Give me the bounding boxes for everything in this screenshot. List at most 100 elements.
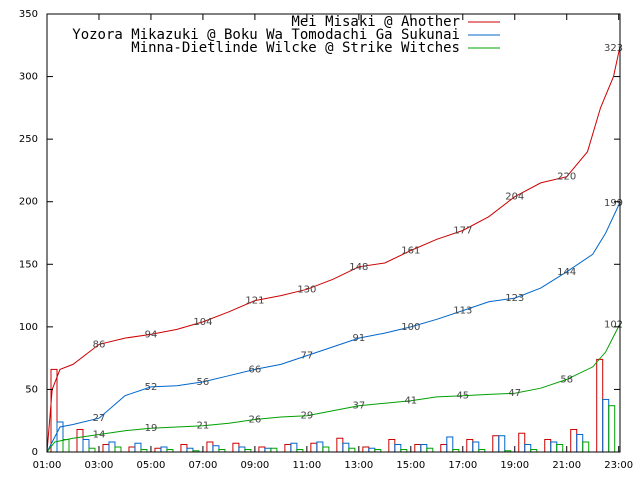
x-tick-label: 15:00	[396, 460, 425, 471]
bar	[420, 443, 428, 453]
bar	[76, 428, 84, 453]
point-label: 47	[508, 388, 521, 399]
series-line	[46, 47, 621, 453]
bar	[232, 442, 240, 453]
point-label: 66	[249, 364, 262, 375]
bar	[114, 446, 122, 453]
bar	[582, 441, 590, 453]
bar	[310, 442, 318, 453]
bar	[446, 436, 454, 453]
point-label: 220	[557, 172, 576, 183]
bar	[186, 447, 194, 453]
bar	[492, 435, 500, 453]
point-label: 102	[604, 319, 623, 330]
bar	[212, 445, 220, 453]
bar	[544, 438, 552, 453]
bar	[128, 446, 136, 453]
bar	[570, 428, 578, 453]
bar	[414, 443, 422, 453]
bar	[440, 443, 448, 453]
point-label: 113	[453, 306, 472, 317]
bar	[102, 443, 110, 453]
series-line	[46, 202, 621, 453]
bar	[206, 441, 214, 453]
y-tick-label: 250	[19, 134, 38, 145]
bar	[518, 432, 526, 453]
bar	[524, 443, 532, 453]
x-tick-label: 11:00	[292, 460, 321, 471]
point-label: 94	[145, 329, 158, 340]
x-tick-label: 03:00	[85, 460, 114, 471]
point-label: 104	[193, 317, 212, 328]
point-label: 45	[456, 391, 469, 402]
point-label: 58	[560, 374, 573, 385]
bar	[322, 446, 330, 453]
point-label: 27	[93, 413, 106, 424]
bar	[264, 447, 272, 453]
bar	[180, 443, 188, 453]
x-tick-label: 23:00	[604, 460, 633, 471]
bar	[238, 446, 246, 453]
bar	[426, 447, 434, 453]
legend-label: Minna-Dietlinde Wilcke @ Strike Witches	[131, 40, 460, 56]
point-label: 19	[145, 423, 158, 434]
x-tick-label: 13:00	[344, 460, 373, 471]
y-tick-label: 300	[19, 72, 38, 83]
bar	[88, 447, 96, 453]
bar	[596, 358, 604, 453]
y-tick-label: 150	[19, 259, 38, 270]
point-label: 52	[145, 382, 158, 393]
point-label: 86	[93, 339, 106, 350]
y-tick-label: 100	[19, 322, 38, 333]
bar	[270, 447, 278, 453]
point-label: 77	[300, 351, 313, 362]
point-label: 29	[300, 411, 313, 422]
bar	[368, 447, 376, 453]
point-label: 56	[197, 377, 210, 388]
legend-label: Mei Misaki @ Another	[291, 14, 460, 30]
point-label: 148	[349, 262, 368, 273]
point-label: 26	[249, 414, 262, 425]
point-label: 21	[197, 421, 210, 432]
point-label: 204	[505, 192, 524, 203]
bar	[108, 441, 116, 453]
point-label: 14	[93, 429, 106, 440]
bar	[550, 441, 558, 453]
x-tick-label: 01:00	[33, 460, 62, 471]
bar	[466, 438, 474, 453]
series-line	[46, 324, 621, 453]
point-label: 123	[505, 293, 524, 304]
bar	[362, 446, 370, 453]
x-tick-label: 05:00	[137, 460, 166, 471]
point-label: 91	[352, 333, 365, 344]
point-label: 177	[453, 225, 472, 236]
point-label: 161	[401, 246, 420, 257]
bar	[394, 443, 402, 453]
bar	[556, 443, 564, 453]
y-tick-label: 0	[32, 447, 38, 458]
bar	[82, 438, 90, 453]
bar	[342, 442, 350, 453]
point-label: 41	[404, 396, 417, 407]
point-label: 323	[604, 43, 623, 54]
bar	[608, 405, 616, 453]
point-label: 130	[297, 284, 316, 295]
point-label: 121	[245, 296, 264, 307]
bar	[316, 441, 324, 453]
y-tick-label: 200	[19, 197, 38, 208]
y-tick-label: 50	[25, 384, 38, 395]
bar	[498, 435, 506, 453]
y-tick-label: 350	[19, 9, 38, 20]
bar	[388, 438, 396, 453]
bar	[348, 447, 356, 453]
bar	[290, 442, 298, 453]
bar	[284, 443, 292, 453]
plot-frame	[46, 13, 621, 453]
x-tick-label: 21:00	[552, 460, 581, 471]
x-tick-label: 09:00	[240, 460, 269, 471]
bar	[336, 437, 344, 453]
point-label: 144	[557, 267, 576, 278]
x-tick-label: 17:00	[448, 460, 477, 471]
bar	[576, 433, 584, 453]
bar	[472, 441, 480, 453]
